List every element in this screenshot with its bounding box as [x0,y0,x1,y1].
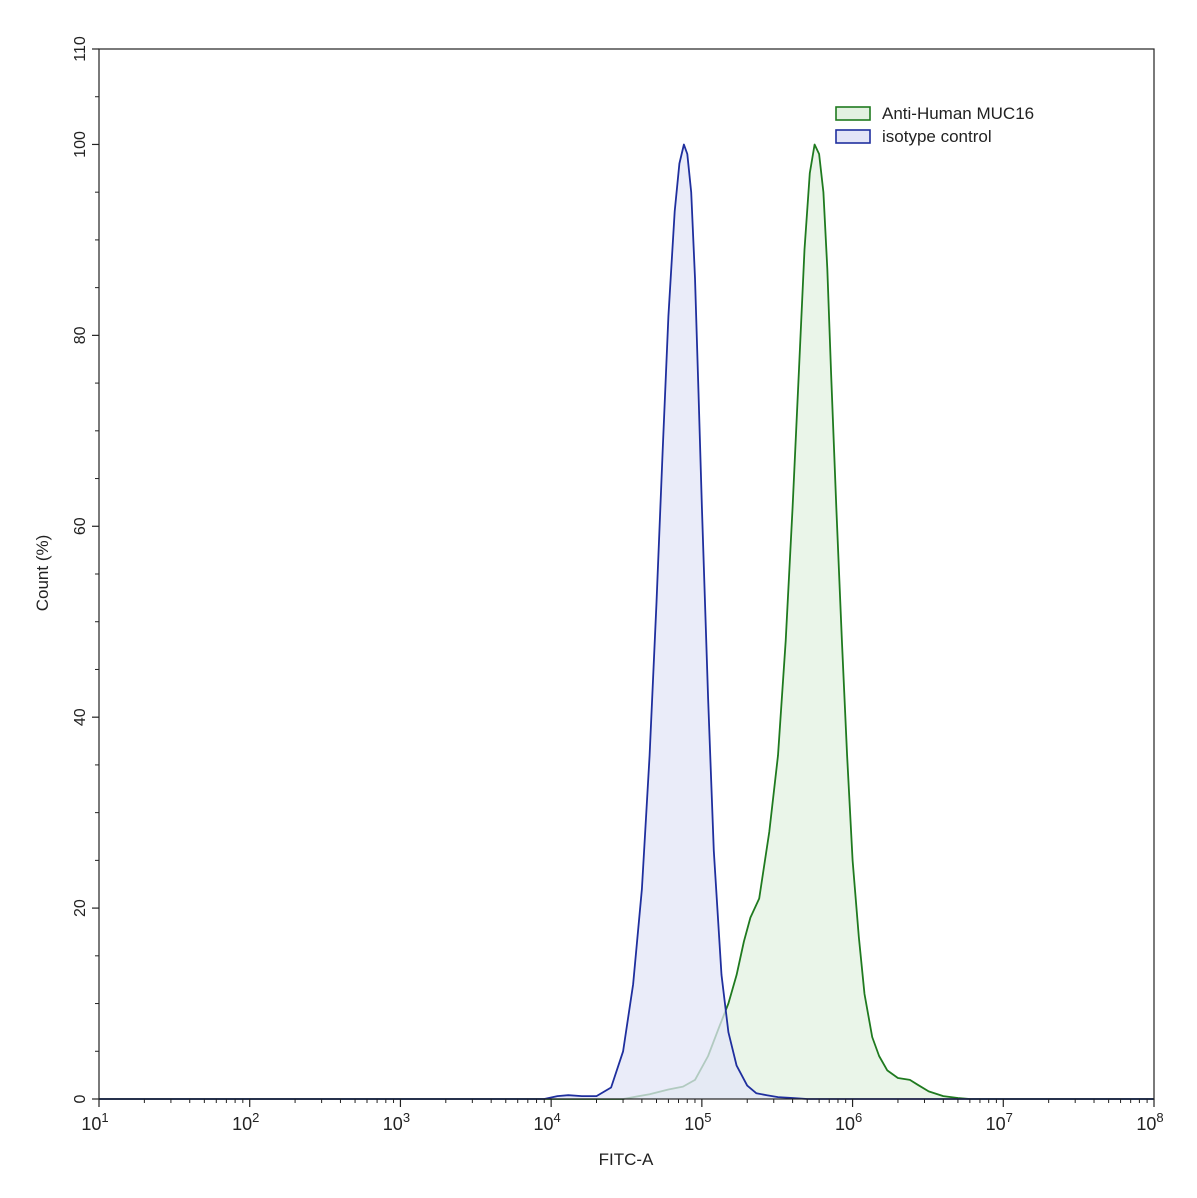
legend-swatch-1 [835,106,871,121]
x-tick-label: 106 [835,1110,862,1134]
legend-label-1: Anti-Human MUC16 [882,104,1034,123]
x-tick-label: 103 [383,1110,410,1134]
y-tick-label: 20 [72,899,89,917]
series-line-2 [99,143,1154,1100]
legend-swatch-2 [835,129,871,144]
y-tick-label: 110 [72,36,89,62]
x-tick-label: 107 [986,1110,1013,1134]
legend: Anti-Human MUC16 isotype control [835,104,1034,146]
y-tick-label: 80 [72,326,89,344]
y-axis-title: Count (%) [33,535,52,612]
x-tick-label: 101 [81,1110,108,1134]
x-tick-label: 105 [684,1110,711,1134]
y-tick-label: 40 [72,708,89,726]
series-layer [99,143,1154,1100]
x-tick-label: 108 [1136,1110,1163,1134]
x-tick-label: 102 [232,1110,259,1134]
y-tick-label: 0 [72,1094,89,1103]
x-tick-label: 104 [534,1110,561,1134]
legend-label-2: isotype control [882,127,992,146]
y-tick-label: 60 [72,517,89,535]
x-axis-title: FITC-A [599,1150,654,1169]
ticks-layer: 0 20 40 60 80 100 110 101 102 103 104 105 106 107 108 [72,36,1163,1134]
y-tick-label: 100 [72,131,89,158]
